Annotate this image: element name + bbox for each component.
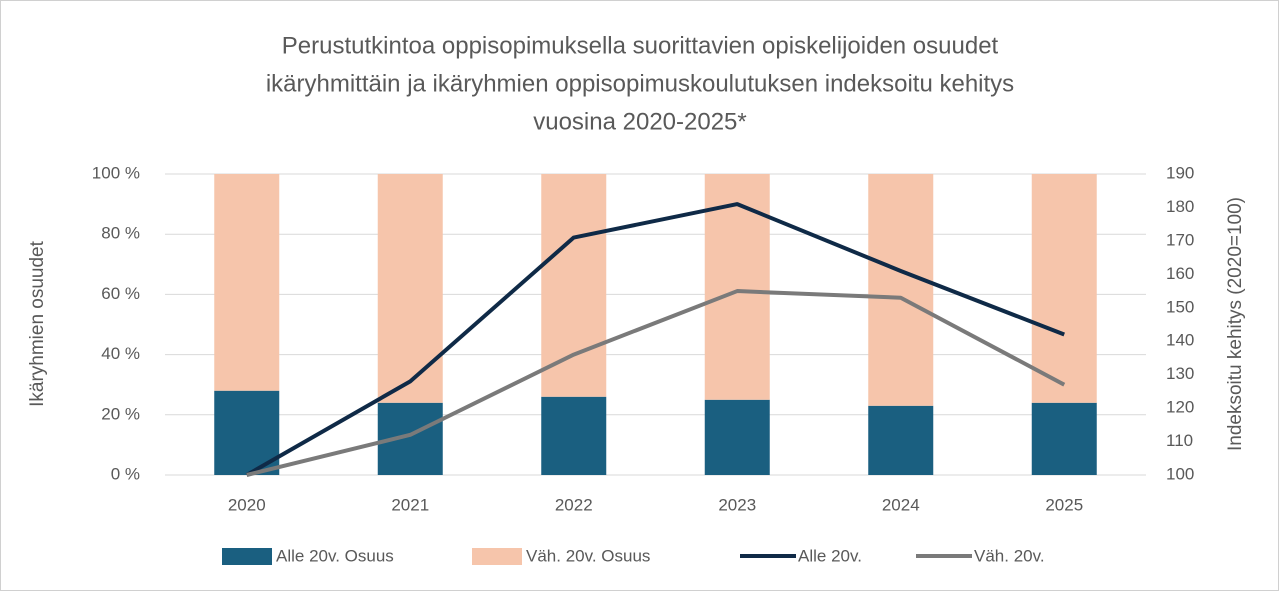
y2-tick-label: 140: [1166, 331, 1194, 350]
y2-tick-label: 130: [1166, 364, 1194, 383]
bar: [541, 174, 607, 397]
bar: [1031, 174, 1097, 403]
legend-label: Alle 20v.: [798, 546, 862, 565]
line: [246, 289, 1066, 477]
y2-tick-label: 180: [1166, 197, 1194, 216]
x-tick-label: 2023: [718, 495, 756, 514]
legend-swatch: [222, 548, 272, 565]
y-tick-label: 80 %: [101, 224, 140, 243]
chart-title: vuosina 2020-2025*: [533, 108, 747, 135]
legend-label: Alle 20v. Osuus: [276, 546, 394, 565]
line: [245, 202, 1065, 477]
x-tick-label: 2022: [555, 495, 593, 514]
bar: [704, 399, 770, 475]
y2-tick-label: 150: [1166, 297, 1194, 316]
y2-tick-label: 170: [1166, 230, 1194, 249]
y-tick-label: 40 %: [101, 344, 140, 363]
x-tick-label: 2020: [228, 495, 266, 514]
y-tick-label: 0 %: [111, 464, 140, 483]
bar: [868, 405, 934, 475]
x-tick-label: 2021: [391, 495, 429, 514]
y2-tick-label: 160: [1166, 264, 1194, 283]
y-tick-label: 20 %: [101, 404, 140, 423]
legend-label: Väh. 20v. Osuus: [526, 546, 650, 565]
bar: [377, 174, 443, 403]
y-axis-label: Ikäryhmien osuudet: [27, 240, 48, 407]
chart-title: ikäryhmittäin ja ikäryhmien oppisopimusk…: [266, 70, 1014, 97]
x-tick-label: 2025: [1045, 495, 1083, 514]
y2-tick-label: 100: [1166, 464, 1194, 483]
y2-tick-label: 110: [1166, 431, 1193, 450]
bar: [214, 174, 280, 391]
y2-tick-label: 190: [1166, 163, 1194, 182]
y-tick-label: 100 %: [92, 163, 140, 182]
y2-tick-label: 120: [1166, 398, 1194, 417]
chart-title: Perustutkintoa oppisopimuksella suoritta…: [282, 32, 999, 59]
y2-axis-label: Indeksoitu kehitys (2020=100): [1225, 197, 1246, 451]
bar: [1031, 402, 1097, 475]
y-tick-label: 60 %: [101, 284, 140, 303]
bar: [868, 174, 934, 406]
x-tick-label: 2024: [882, 495, 920, 514]
legend-label: Väh. 20v.: [974, 546, 1045, 565]
legend-swatch: [472, 548, 522, 565]
bar: [541, 396, 607, 475]
